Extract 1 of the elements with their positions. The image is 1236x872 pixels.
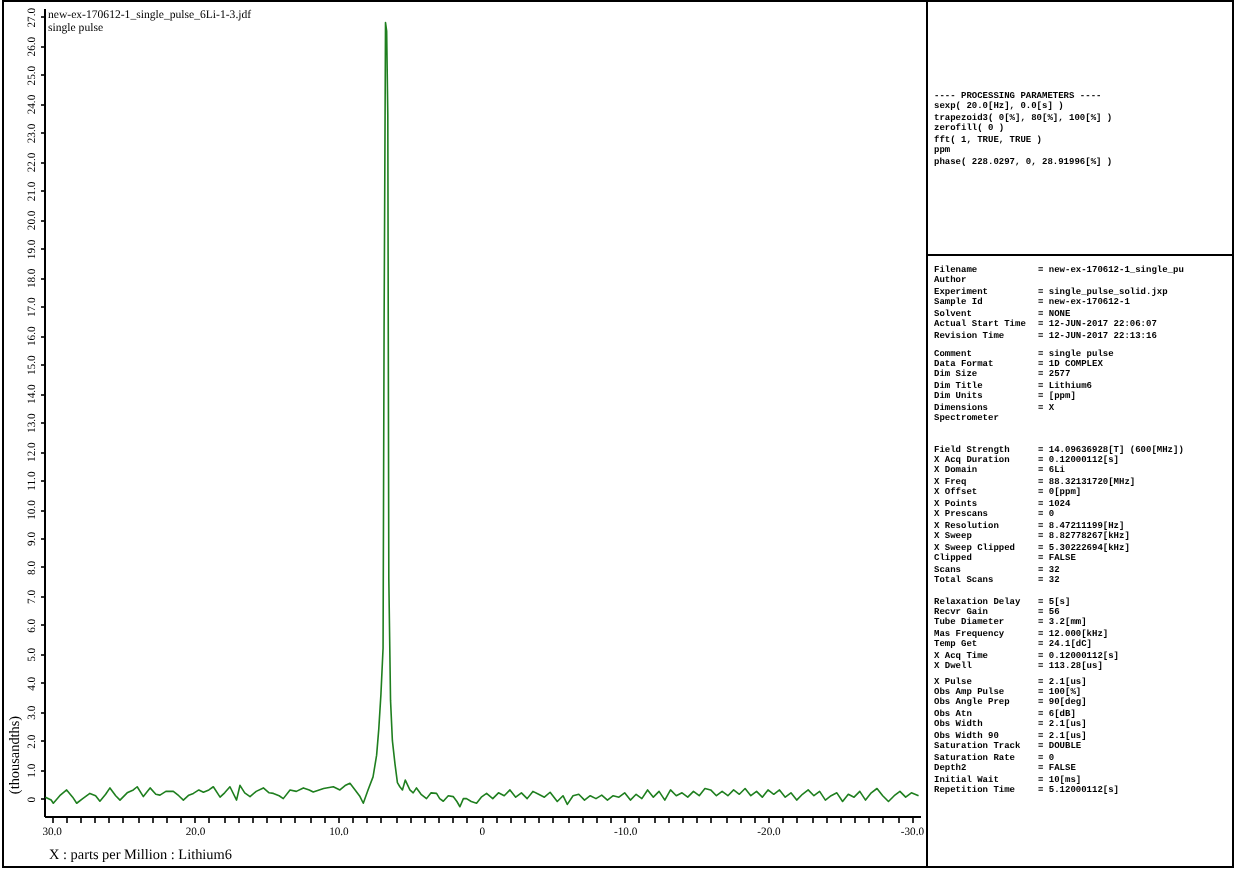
line-series bbox=[44, 21, 920, 808]
